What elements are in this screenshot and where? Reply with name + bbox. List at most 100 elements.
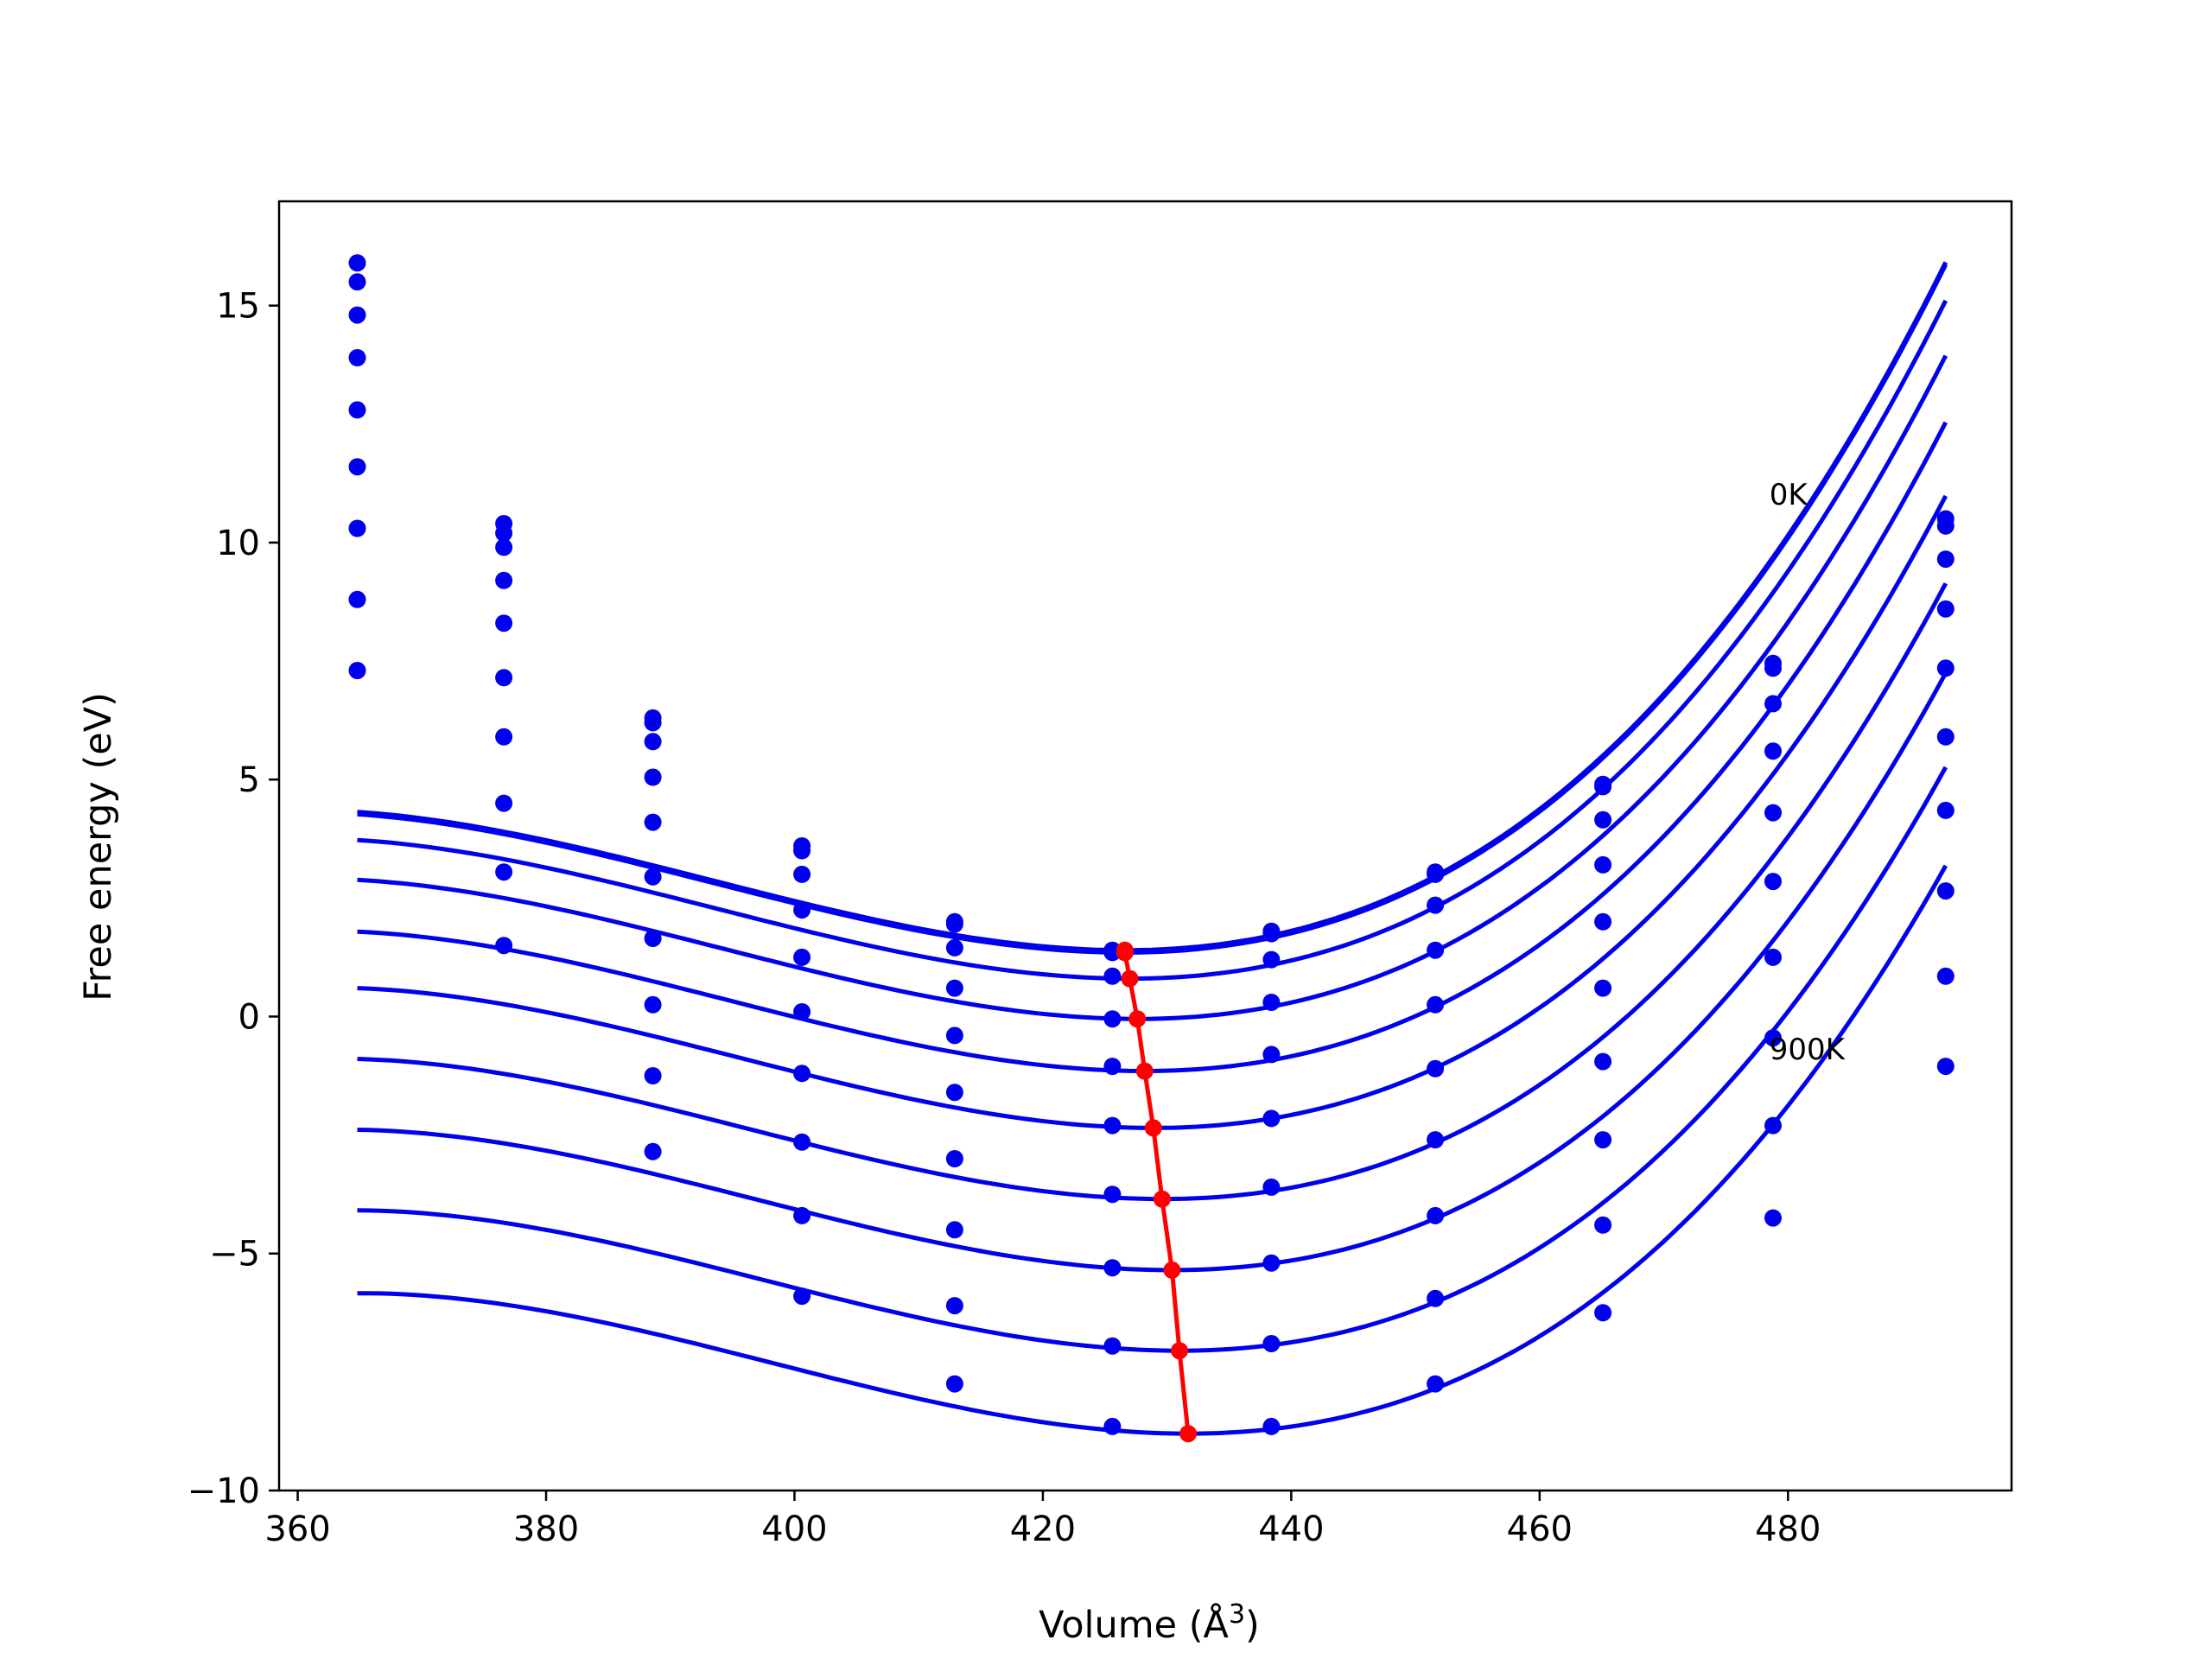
data-point-s4-v1 — [348, 349, 366, 366]
data-point-s4-v9 — [1594, 855, 1612, 874]
data-point-s2-v1 — [348, 273, 366, 291]
data-point-s3-v8 — [1427, 896, 1445, 914]
data-point-s3-v5 — [945, 938, 963, 957]
minimum-path-point-7 — [1153, 1190, 1171, 1208]
data-point-s6-v3 — [644, 868, 662, 886]
data-point-s9-v10 — [1764, 1116, 1782, 1135]
y-tick-label-10: 10 — [216, 524, 260, 563]
y-tick-label-0: 0 — [238, 997, 260, 1037]
data-point-s2-v7 — [1262, 925, 1281, 943]
data-point-s7-v7 — [1262, 1178, 1281, 1196]
data-point-s9-v7 — [1262, 1335, 1281, 1352]
data-point-s4-v5 — [945, 979, 963, 997]
data-point-s9-v1 — [348, 662, 366, 679]
data-point-s2-v4 — [793, 842, 811, 860]
data-point-s6-v2 — [495, 669, 513, 687]
fit-curve-3 — [357, 299, 1948, 982]
data-point-s6-v11 — [1936, 728, 1955, 746]
data-point-s7-v1 — [348, 519, 366, 537]
data-point-s2-v11 — [1936, 517, 1955, 535]
y-tick-label--10: −10 — [188, 1471, 260, 1511]
x-axis-label-superscript: 3 — [1229, 1599, 1245, 1630]
data-point-s4-v2 — [495, 571, 513, 589]
data-point-s4-v8 — [1427, 941, 1445, 959]
data-point-s4-v4 — [793, 901, 811, 919]
data-point-s10-v8 — [1427, 1375, 1445, 1393]
data-point-s5-v5 — [945, 1027, 963, 1045]
data-point-s5-v2 — [495, 614, 513, 632]
data-point-s10-v11 — [1936, 1058, 1955, 1076]
y-tick-label-15: 15 — [216, 287, 260, 327]
minimum-path-point-3 — [1121, 969, 1139, 988]
data-point-s5-v6 — [1103, 1058, 1122, 1076]
x-tick-label-460: 460 — [1507, 1510, 1573, 1549]
data-point-s5-v9 — [1594, 912, 1612, 931]
data-point-s10-v7 — [1262, 1417, 1281, 1435]
data-point-s9-v9 — [1594, 1216, 1612, 1234]
data-point-s4-v11 — [1936, 600, 1955, 618]
data-point-s10-v3 — [644, 1142, 662, 1160]
data-point-s8-v8 — [1427, 1206, 1445, 1224]
data-point-s10-v6 — [1103, 1417, 1122, 1435]
data-point-s7-v10 — [1764, 948, 1782, 966]
x-tick-label-480: 480 — [1755, 1510, 1821, 1549]
x-tick-label-380: 380 — [513, 1510, 579, 1549]
points-layer — [348, 254, 1955, 1435]
data-point-s8-v9 — [1594, 1131, 1612, 1149]
minimum-path-point-5 — [1135, 1062, 1154, 1080]
data-point-s7-v3 — [644, 930, 662, 947]
data-point-s7-v8 — [1427, 1131, 1445, 1149]
data-point-s3-v9 — [1594, 810, 1612, 829]
data-point-s6-v10 — [1764, 873, 1782, 891]
minimum-path-point-4 — [1128, 1010, 1147, 1028]
data-point-s8-v2 — [495, 794, 513, 812]
data-point-s9-v11 — [1936, 967, 1955, 985]
data-point-s6-v9 — [1594, 979, 1612, 997]
minimum-path-point-6 — [1144, 1119, 1162, 1137]
y-tick-label--5: −5 — [209, 1235, 260, 1274]
data-point-s3-v6 — [1103, 967, 1122, 985]
annotations-layer: 0K 900K — [1770, 478, 1847, 1067]
data-point-s4-v6 — [1103, 1010, 1122, 1028]
data-point-s5-v1 — [348, 401, 366, 419]
data-point-s8-v6 — [1103, 1259, 1122, 1277]
data-point-s6-v4 — [793, 1003, 811, 1020]
fit-curve-4 — [357, 354, 1948, 1021]
data-point-s3-v2 — [495, 538, 513, 556]
minimum-path-point-2 — [1116, 944, 1134, 962]
data-point-s10-v2 — [495, 937, 513, 955]
data-point-s1-v1 — [348, 254, 366, 272]
minimum-path-point-10 — [1179, 1425, 1198, 1443]
data-point-s3-v1 — [348, 306, 366, 324]
data-point-s8-v1 — [348, 590, 366, 608]
data-point-s9-v3 — [644, 1067, 662, 1084]
data-point-s6-v1 — [348, 458, 366, 476]
minimum-path-point-9 — [1171, 1342, 1188, 1360]
y-axis-ticks: −10 −5 0 5 10 15 — [188, 287, 279, 1511]
data-point-s2-v8 — [1427, 865, 1445, 883]
data-point-s8-v10 — [1764, 1029, 1782, 1047]
data-point-s2-v5 — [945, 915, 963, 933]
data-point-s9-v5 — [945, 1297, 963, 1315]
data-point-s7-v9 — [1594, 1052, 1612, 1071]
data-point-s2-v3 — [644, 714, 662, 732]
annotation-2: 900K — [1770, 1033, 1847, 1067]
annotation-1: 0K — [1770, 478, 1809, 512]
data-point-s4-v7 — [1262, 994, 1281, 1011]
data-point-s3-v7 — [1262, 950, 1281, 969]
x-axis-label: Volume (Å3) — [1039, 1599, 1260, 1647]
data-point-s4-v3 — [644, 768, 662, 786]
data-point-s5-v3 — [644, 813, 662, 831]
y-axis-label: Free energy (eV) — [77, 692, 120, 1001]
fit-curve-7 — [357, 582, 1948, 1202]
minimum-path-layer — [1116, 941, 1198, 1443]
data-point-s10-v5 — [945, 1375, 963, 1393]
x-axis-label-main: Volume (Å — [1039, 1603, 1229, 1647]
data-point-s7-v6 — [1103, 1185, 1122, 1204]
data-point-s5-v8 — [1427, 995, 1445, 1014]
x-tick-label-420: 420 — [1010, 1510, 1076, 1549]
y-tick-label-5: 5 — [238, 760, 260, 800]
fit-curve-2 — [357, 264, 1948, 955]
